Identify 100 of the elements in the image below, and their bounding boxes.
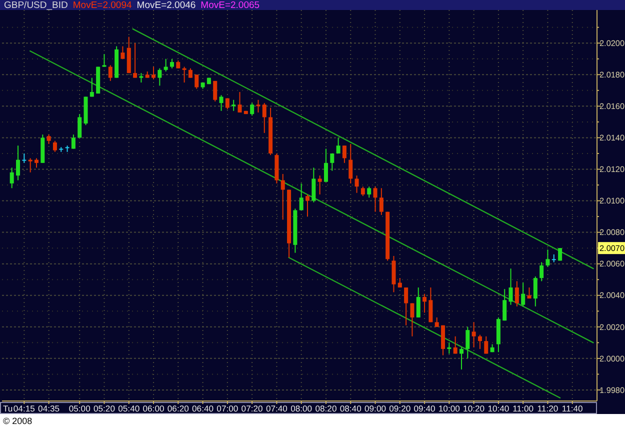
x-tick-label: 06:00 [142, 404, 164, 414]
x-tick-label: 11:00 [512, 404, 534, 414]
candlestick [336, 137, 340, 154]
y-tick-label: 2.0080 [600, 228, 625, 238]
candlestick [558, 248, 562, 262]
candlestick [238, 91, 242, 113]
candlestick [508, 268, 513, 306]
x-tick-label: 07:20 [241, 404, 264, 414]
candlestick [441, 324, 446, 356]
x-tick-label: 09:20 [389, 404, 411, 414]
candlestick [466, 326, 470, 359]
x-tick-label: 10:00 [438, 404, 460, 414]
x-tick-label: 07:00 [216, 404, 238, 414]
candlestick [373, 186, 378, 212]
candlestick [52, 140, 57, 152]
x-tick-label: 08:20 [315, 404, 337, 414]
candlestick [342, 145, 346, 164]
x-tick-label: 05:20 [93, 404, 116, 414]
candlestick [330, 152, 334, 172]
candlestick [472, 322, 476, 348]
x-tick-label: 08:00 [290, 404, 312, 414]
x-tick-label: 06:20 [167, 404, 190, 414]
y-tick-label: 2.0040 [600, 291, 625, 300]
text: © 2008 [3, 416, 32, 426]
candlestick [484, 336, 488, 354]
y-tick-label: 2.0020 [600, 322, 625, 332]
candlestick [280, 173, 285, 220]
candlestick [164, 58, 168, 72]
candlestick [478, 334, 482, 350]
x-tick-label: 07:40 [266, 404, 288, 414]
x-tick-label: 05:00 [68, 404, 91, 414]
candlestick [514, 280, 519, 307]
candlestick [348, 144, 353, 184]
x-tick-label: 08:40 [340, 404, 362, 414]
y-tick-label: 1.9980 [600, 386, 625, 395]
candlestick [262, 102, 266, 134]
text: Tu [3, 404, 13, 414]
candlestick [324, 148, 328, 182]
candlestick [28, 158, 32, 173]
candlestick [546, 249, 550, 268]
chart-title: GBP/USD_BID [4, 0, 68, 11]
y-tick-label: 2.0140 [600, 134, 625, 143]
candlestick [354, 175, 359, 194]
x-tick-label: 11:20 [537, 404, 558, 414]
candlestick [318, 175, 322, 195]
candlestick [379, 188, 384, 216]
candlestick [502, 288, 507, 322]
x-tick-label: 06:40 [192, 404, 214, 414]
candlestick [250, 102, 254, 116]
y-tick-label: 2.0180 [600, 70, 625, 80]
candlestick [533, 276, 538, 307]
candlestick [256, 99, 260, 113]
candlestick [434, 316, 439, 328]
y-tick-label: 2.0000 [600, 354, 625, 364]
candlestick [410, 302, 414, 337]
candlestick [34, 158, 38, 168]
candlestick [22, 152, 26, 164]
candlestick [306, 194, 310, 218]
candlestick [133, 42, 138, 78]
candlestick [78, 114, 82, 138]
candlestick [392, 255, 396, 293]
x-tick-label: 04:35 [38, 404, 60, 414]
x-tick-label: 10:40 [488, 404, 510, 414]
candlestick [16, 145, 20, 181]
candlestick [120, 46, 125, 60]
candlestick [139, 72, 144, 84]
candlestick [182, 66, 186, 84]
candlestick [71, 134, 76, 150]
candlestick [158, 68, 162, 86]
candlestick [416, 286, 420, 318]
candlestick [312, 167, 316, 203]
annotation: MovE=2.0094 [72, 0, 132, 11]
y-tick-label: 2.0120 [600, 165, 625, 174]
annotation: MovE=2.0046 [136, 0, 196, 11]
candlestick [398, 278, 402, 288]
candlestick [404, 286, 408, 326]
x-tick-label: 11:40 [562, 404, 584, 414]
candlestick [90, 77, 94, 98]
candlestick [219, 94, 224, 112]
candlestick [10, 167, 14, 189]
y-tick-label: 2.0100 [600, 196, 625, 206]
candlestick [170, 58, 174, 69]
candlestick [422, 293, 427, 314]
candlestick [459, 346, 464, 370]
candlestick [232, 99, 236, 112]
candlestick [194, 74, 199, 90]
candlestick [521, 282, 526, 307]
annotation: 2.0070 [600, 244, 625, 253]
x-tick-label: 09:00 [364, 404, 386, 414]
candlestick [46, 134, 51, 145]
candlestick [540, 262, 544, 282]
annotation: MovE=2.0065 [200, 0, 260, 11]
x-tick-label: 09:40 [414, 404, 436, 414]
x-tick-label: 05:40 [118, 404, 140, 414]
candlestick [360, 186, 365, 197]
x-tick-label: 10:20 [463, 404, 485, 414]
candlestick [102, 54, 106, 68]
y-tick-label: 2.0200 [600, 38, 625, 48]
candlestick [152, 66, 156, 80]
candlestick [453, 336, 458, 354]
